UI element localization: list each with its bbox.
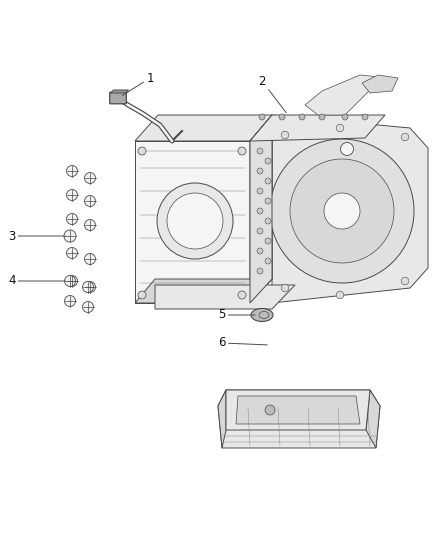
- Circle shape: [257, 248, 263, 254]
- Text: 4: 4: [8, 274, 65, 287]
- FancyBboxPatch shape: [110, 92, 126, 104]
- Circle shape: [281, 131, 289, 139]
- Polygon shape: [250, 115, 385, 141]
- Polygon shape: [218, 390, 380, 406]
- Polygon shape: [218, 390, 226, 448]
- Circle shape: [319, 114, 325, 120]
- Circle shape: [324, 193, 360, 229]
- Circle shape: [265, 198, 271, 204]
- Polygon shape: [250, 115, 272, 303]
- Text: 6: 6: [218, 336, 267, 350]
- Polygon shape: [226, 390, 370, 430]
- Circle shape: [157, 183, 233, 259]
- Circle shape: [138, 291, 146, 299]
- Circle shape: [257, 188, 263, 194]
- Circle shape: [257, 168, 263, 174]
- Circle shape: [67, 276, 78, 287]
- Circle shape: [238, 147, 246, 155]
- Polygon shape: [272, 115, 428, 303]
- Circle shape: [167, 193, 223, 249]
- Circle shape: [265, 258, 271, 264]
- Circle shape: [336, 124, 344, 132]
- Circle shape: [299, 114, 305, 120]
- Circle shape: [67, 247, 78, 259]
- Circle shape: [265, 405, 275, 415]
- Circle shape: [257, 268, 263, 274]
- Polygon shape: [250, 115, 272, 303]
- Circle shape: [279, 114, 285, 120]
- Circle shape: [340, 142, 353, 156]
- Circle shape: [64, 230, 76, 242]
- Circle shape: [64, 276, 75, 287]
- Polygon shape: [110, 90, 128, 93]
- Circle shape: [265, 218, 271, 224]
- Circle shape: [238, 291, 246, 299]
- Circle shape: [257, 208, 263, 214]
- Circle shape: [85, 254, 95, 264]
- Polygon shape: [236, 396, 360, 424]
- Circle shape: [67, 190, 78, 200]
- Circle shape: [85, 196, 95, 206]
- Circle shape: [82, 302, 93, 312]
- Circle shape: [67, 214, 78, 224]
- Circle shape: [257, 228, 263, 234]
- Circle shape: [265, 178, 271, 184]
- Circle shape: [82, 281, 93, 293]
- Polygon shape: [135, 115, 272, 141]
- Circle shape: [85, 281, 95, 293]
- Polygon shape: [135, 279, 272, 303]
- Text: 3: 3: [8, 230, 65, 243]
- Circle shape: [85, 220, 95, 230]
- Polygon shape: [155, 285, 295, 309]
- Circle shape: [336, 291, 344, 299]
- Circle shape: [342, 114, 348, 120]
- Circle shape: [138, 147, 146, 155]
- Polygon shape: [218, 406, 380, 448]
- Circle shape: [401, 133, 409, 141]
- Text: 1: 1: [122, 71, 154, 95]
- Circle shape: [64, 295, 75, 306]
- Text: 2: 2: [258, 75, 286, 113]
- Circle shape: [67, 166, 78, 176]
- Circle shape: [401, 277, 409, 285]
- Circle shape: [265, 158, 271, 164]
- Polygon shape: [305, 75, 390, 115]
- Circle shape: [290, 159, 394, 263]
- Polygon shape: [135, 141, 250, 303]
- Circle shape: [270, 139, 414, 283]
- Circle shape: [257, 148, 263, 154]
- Ellipse shape: [251, 309, 273, 321]
- Polygon shape: [366, 390, 380, 448]
- Text: 5: 5: [218, 309, 255, 321]
- Polygon shape: [362, 75, 398, 93]
- Circle shape: [259, 114, 265, 120]
- Circle shape: [265, 238, 271, 244]
- Circle shape: [85, 173, 95, 183]
- Circle shape: [281, 284, 289, 292]
- Circle shape: [362, 114, 368, 120]
